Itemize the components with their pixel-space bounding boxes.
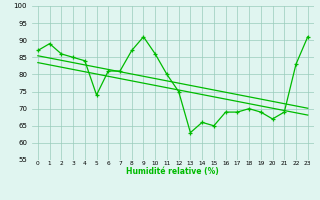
X-axis label: Humidité relative (%): Humidité relative (%) — [126, 167, 219, 176]
